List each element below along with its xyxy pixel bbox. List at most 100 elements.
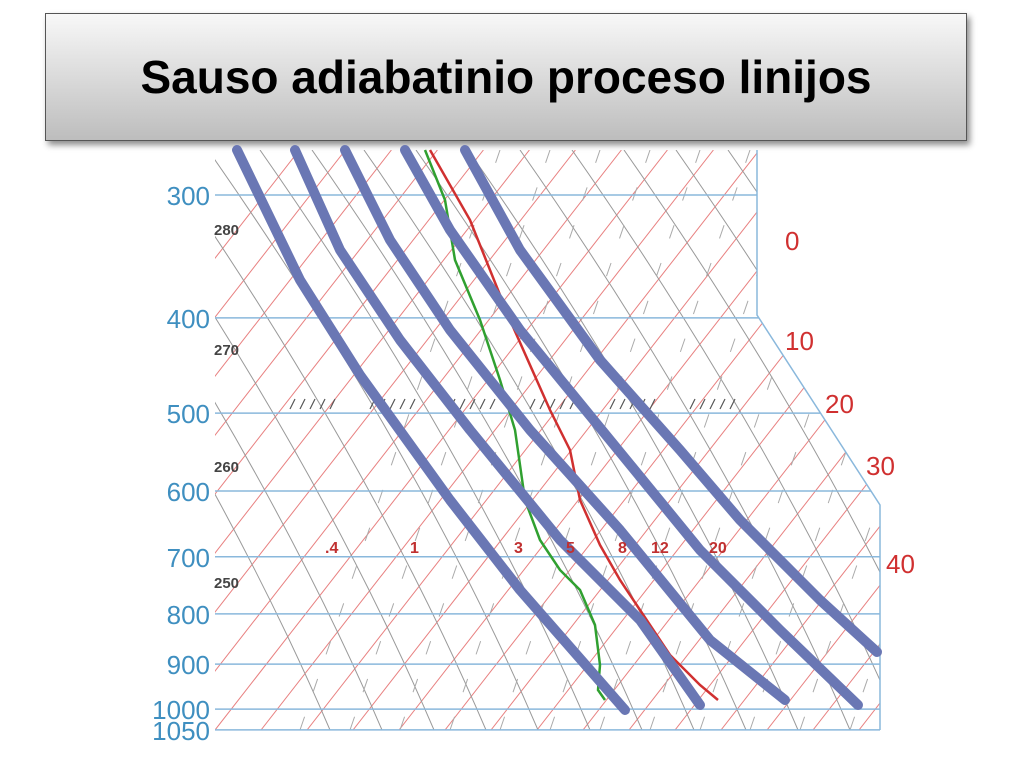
mixing-ratio-line [849, 150, 880, 730]
hatch [709, 398, 716, 410]
mixing-ratio-line [799, 150, 880, 730]
hatch [619, 398, 626, 410]
dry-adiabat [519, 150, 851, 730]
dry-adiabat [571, 150, 880, 730]
isotherm-line [215, 150, 530, 730]
hatch [699, 398, 706, 410]
mixing-ratio-line [599, 150, 801, 730]
hatch [479, 398, 486, 410]
theta-label: 250 [214, 575, 239, 592]
pressure-label: 300 [167, 181, 210, 211]
isotherm-line [398, 150, 852, 730]
isotherm-line [674, 150, 880, 730]
dry-adiabat [675, 150, 880, 730]
dry-adiabat [727, 150, 880, 730]
isotherm-line [215, 150, 576, 730]
title-box: Sauso adiabatinio proceso linijos [45, 13, 967, 141]
theta-label: 280 [214, 222, 239, 239]
hatch [649, 398, 656, 410]
isotherm-label: 30 [866, 451, 895, 481]
isotherm-line [582, 150, 880, 730]
mixing-ratio-label: 1 [410, 540, 419, 557]
moist-adiabat [232, 145, 630, 715]
mixing-ratio-label: .4 [325, 540, 338, 557]
dry-adiabat [467, 150, 799, 730]
isotherm-line [215, 150, 484, 730]
isotherm-line [215, 150, 438, 730]
isotherm-line [905, 150, 1024, 730]
pressure-label: 900 [167, 650, 210, 680]
isotherm-label: 0 [785, 226, 799, 256]
hatch [529, 398, 536, 410]
dry-adiabat [215, 150, 383, 730]
isotherm-line [628, 150, 880, 730]
isotherm-line [951, 150, 1024, 730]
hatch [469, 398, 476, 410]
isotherm-line [766, 150, 880, 730]
hatch [309, 398, 316, 410]
moist-adiabat [290, 145, 705, 710]
hatch [729, 398, 736, 410]
pressure-label: 1000 [152, 695, 210, 725]
hatch [539, 398, 546, 410]
mixing-ratio-line [749, 150, 880, 730]
hatch [689, 398, 696, 410]
hatch [389, 398, 396, 410]
hatch [489, 398, 496, 410]
isotherm-label: 40 [886, 549, 915, 579]
hatch [319, 398, 326, 410]
dry-adiabat [363, 150, 695, 730]
mixing-ratio-label: 8 [618, 540, 627, 557]
isotherm-line [215, 150, 668, 730]
dry-adiabat [215, 150, 487, 730]
isotherm-line [858, 150, 880, 730]
dry-adiabat [259, 150, 591, 730]
hatch [329, 398, 336, 410]
hatch [289, 398, 296, 410]
pressure-label: 1050 [152, 716, 210, 746]
dry-adiabat [215, 150, 539, 730]
mixing-ratio-label: 5 [566, 540, 575, 557]
dry-adiabat [311, 150, 643, 730]
pressure-label: 700 [167, 543, 210, 573]
dry-adiabat [884, 150, 1024, 730]
hatch [459, 398, 466, 410]
isotherm-line [215, 150, 622, 730]
dry-adiabat [623, 150, 880, 730]
mixing-ratio-label: 3 [514, 540, 523, 557]
moist-adiabat [400, 145, 863, 710]
hatch [559, 398, 566, 410]
moist-adiabat [460, 145, 882, 657]
moist-adiabat [340, 145, 790, 705]
isotherm-line [536, 150, 880, 730]
dewpoint-profile [423, 149, 607, 701]
mixing-ratio-line [649, 150, 851, 730]
pressure-label: 800 [167, 600, 210, 630]
isotherm-line [720, 150, 880, 730]
diagram-boundary [756, 150, 881, 730]
isotherm-line [997, 150, 1024, 730]
pressure-label: 600 [167, 477, 210, 507]
isotherm-line [215, 150, 346, 730]
dry-adiabat [215, 150, 331, 730]
mixing-ratio-label: 12 [651, 540, 669, 557]
hatch [549, 398, 556, 410]
hatch [399, 398, 406, 410]
isotherm-line [215, 150, 300, 730]
isotherm-line [352, 150, 806, 730]
isotherm-line [812, 150, 880, 730]
hatch [409, 398, 416, 410]
hatch [299, 398, 306, 410]
pressure-label: 400 [167, 304, 210, 334]
mixing-ratio-label: 20 [709, 540, 727, 557]
hatch [609, 398, 616, 410]
dry-adiabat [779, 150, 880, 730]
slide-title: Sauso adiabatinio proceso linijos [140, 51, 872, 103]
theta-label: 260 [214, 459, 239, 476]
hatch [719, 398, 726, 410]
isotherm-label: 20 [825, 389, 854, 419]
isotherm-label: 10 [785, 326, 814, 356]
